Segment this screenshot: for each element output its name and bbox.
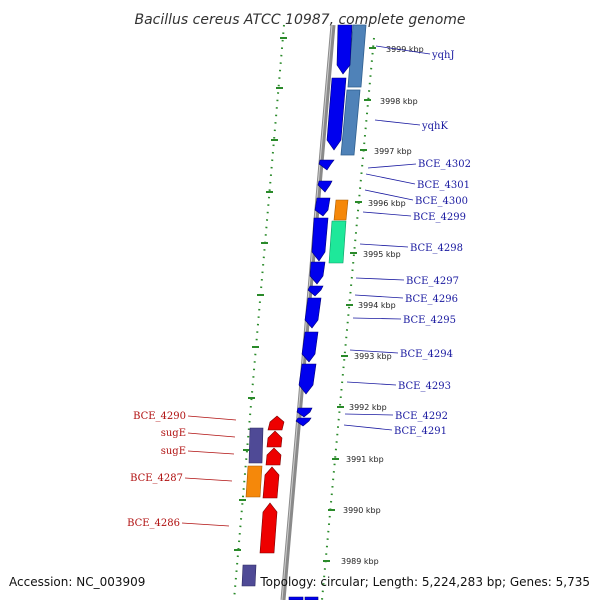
tick-label-3998: 3998 kbp <box>380 97 418 106</box>
cds-bce4299 <box>314 197 331 217</box>
cds-bce4292 <box>296 407 313 418</box>
tick-label-3996: 3996 kbp <box>368 199 406 208</box>
gene-label-bce4287: BCE_4287 <box>130 473 183 484</box>
gene-label-bce4301: BCE_4301 <box>417 180 470 191</box>
cds-bce4297 <box>309 261 326 285</box>
cds-bce4301 <box>317 180 333 193</box>
cds-bce4302 <box>318 159 335 171</box>
cds-top-2 <box>326 77 347 151</box>
ruler-right-dashes <box>323 47 376 562</box>
cds-bce4287 <box>262 466 280 499</box>
gene-label-bce4297: BCE_4297 <box>406 276 459 287</box>
cds-sugE-1 <box>266 430 283 448</box>
forward-labels: yqhJ yqhK BCE_4302 BCE_4301 BCE_4300 BCE… <box>394 50 471 437</box>
feature-orange-right <box>333 199 349 221</box>
gene-label-yqhJ: yqhJ <box>431 50 455 61</box>
tick-label-3992: 3992 kbp <box>349 403 387 412</box>
gene-label-bce4298: BCE_4298 <box>410 243 463 254</box>
gene-label-sugE-2: sugE <box>161 446 186 457</box>
feature-yqhK <box>340 89 361 156</box>
reverse-leader-lines <box>181 415 237 527</box>
gene-label-bce4294: BCE_4294 <box>400 349 453 360</box>
forward-leader-lines <box>343 45 431 431</box>
feature-orange-left <box>245 465 263 498</box>
ruler-left-dashes <box>234 37 287 551</box>
feature-yqhJ <box>347 24 367 88</box>
tick-label-3997: 3997 kbp <box>374 147 412 156</box>
tick-label-3993: 3993 kbp <box>354 352 392 361</box>
cds-top-1 <box>336 24 353 75</box>
accession-text: Accession: NC_003909 <box>9 575 145 589</box>
gene-label-sugE-1: sugE <box>161 428 186 439</box>
tick-label-3990: 3990 kbp <box>343 506 381 515</box>
gene-label-bce4295: BCE_4295 <box>403 315 456 326</box>
gene-label-bce4291: BCE_4291 <box>394 426 447 437</box>
gene-label-bce4296: BCE_4296 <box>405 294 458 305</box>
cds-bottom-2 <box>304 596 319 600</box>
cds-bottom <box>288 596 304 600</box>
forward-cds-track <box>288 24 353 600</box>
gene-label-bce4292: BCE_4292 <box>395 411 448 422</box>
gene-label-yqhK: yqhK <box>421 121 448 132</box>
cds-sugE-2 <box>265 447 282 466</box>
gene-label-bce4299: BCE_4299 <box>413 212 466 223</box>
tick-label-3994: 3994 kbp <box>358 301 396 310</box>
topology-text: Topology: circular; Length: 5,224,283 bp… <box>259 575 590 589</box>
feature-purple-1 <box>248 427 264 464</box>
gene-label-bce4286: BCE_4286 <box>127 518 180 529</box>
tick-label-3989: 3989 kbp <box>341 557 379 566</box>
cds-bce4294 <box>301 331 319 363</box>
cds-bce4290 <box>267 415 285 431</box>
cds-bce4291 <box>295 417 312 427</box>
gene-label-bce4300: BCE_4300 <box>415 196 468 207</box>
tick-label-3999: 3999 kbp <box>386 45 424 54</box>
cds-bce4295 <box>304 297 322 329</box>
cds-bce4293 <box>298 363 317 395</box>
ruler-left <box>233 24 285 600</box>
cds-bce4286 <box>259 502 278 554</box>
reverse-labels: BCE_4290 sugE sugE BCE_4287 BCE_4286 <box>127 411 186 529</box>
gene-label-bce4302: BCE_4302 <box>418 159 471 170</box>
gene-label-bce4293: BCE_4293 <box>398 381 451 392</box>
feature-green-right <box>328 220 347 264</box>
cds-bce4296 <box>307 285 324 297</box>
tick-label-3991: 3991 kbp <box>346 455 384 464</box>
map-title: Bacillus cereus ATCC 10987, complete gen… <box>134 12 465 28</box>
reverse-cds-track <box>259 415 285 554</box>
feature-purple-2 <box>241 564 257 587</box>
gene-label-bce4290: BCE_4290 <box>133 411 186 422</box>
tick-label-3995: 3995 kbp <box>363 250 401 259</box>
tick-labels: 3999 kbp 3998 kbp 3997 kbp 3996 kbp 3995… <box>341 45 424 566</box>
cds-bce4298 <box>311 217 329 262</box>
